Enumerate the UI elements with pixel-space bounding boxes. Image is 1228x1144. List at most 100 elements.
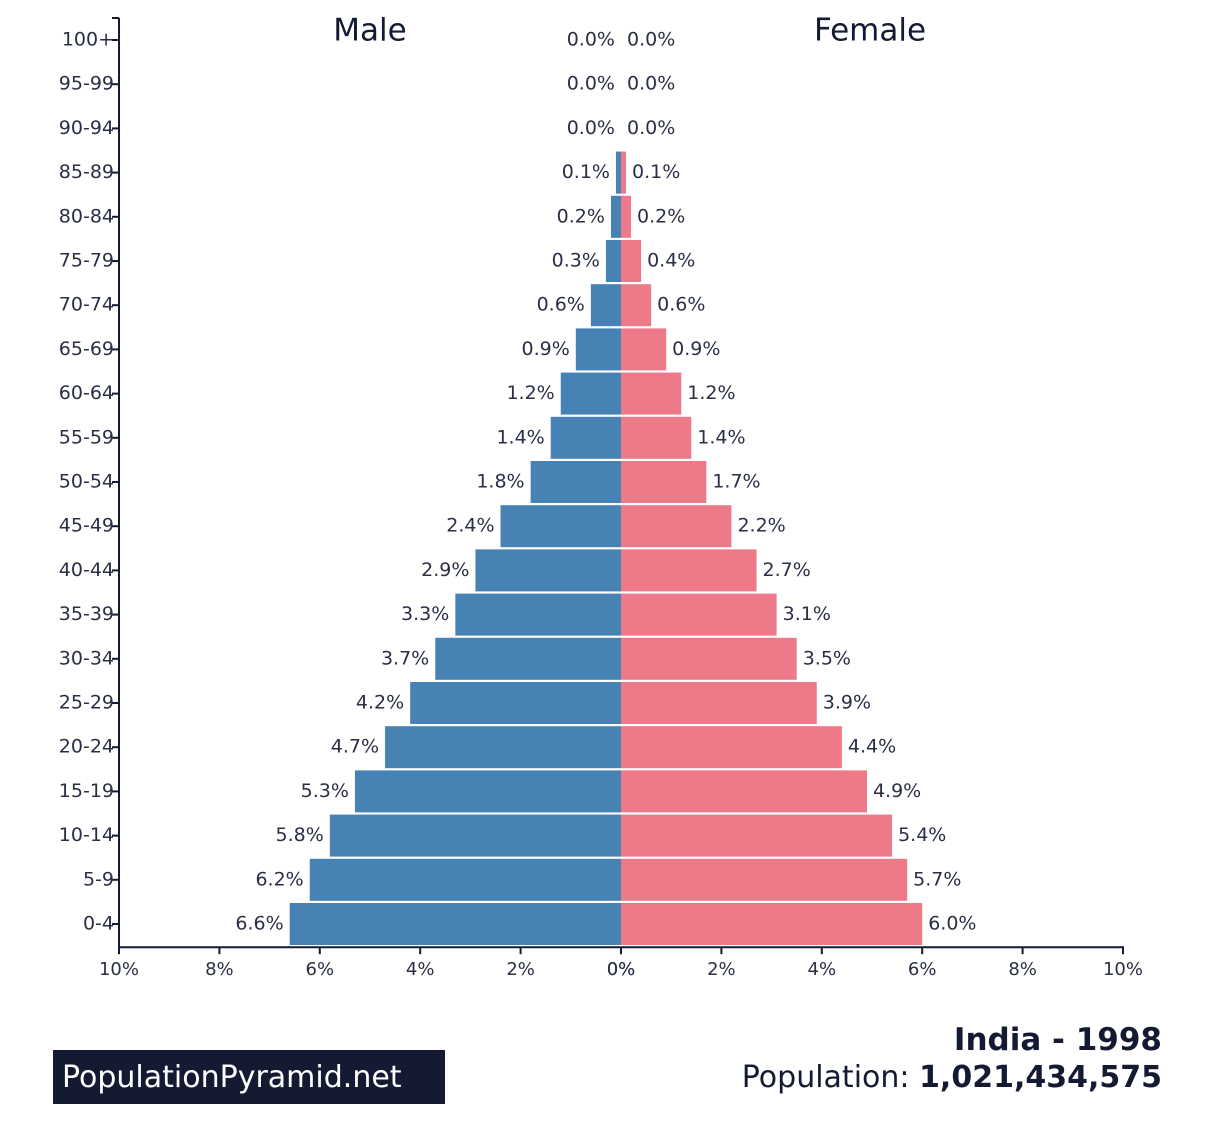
male-value-label: 1.2% — [506, 382, 554, 404]
male-value-label: 0.3% — [552, 250, 600, 272]
female-value-label: 2.2% — [737, 515, 785, 537]
female-value-label: 0.1% — [632, 161, 680, 183]
male-value-label: 2.9% — [421, 559, 469, 581]
male-bar-85-89 — [615, 151, 621, 194]
female-value-label: 5.7% — [913, 868, 961, 890]
male-bar-80-84 — [610, 195, 621, 238]
female-bar-0-4 — [621, 903, 923, 945]
female-value-label: 3.9% — [823, 692, 871, 714]
female-value-label: 2.7% — [763, 559, 811, 581]
female-bar-75-79 — [621, 240, 642, 282]
y-tick-label: 85-89 — [59, 161, 114, 183]
y-tick-label: 30-34 — [59, 647, 114, 669]
female-value-label: 0.9% — [672, 338, 720, 360]
female-bar-70-74 — [621, 284, 652, 327]
male-bar-30-34 — [435, 637, 621, 680]
male-value-label: 0.2% — [557, 205, 605, 227]
male-value-label: 2.4% — [446, 515, 494, 537]
male-value-label: 5.3% — [301, 780, 349, 802]
female-value-label: 0.6% — [657, 294, 705, 316]
x-tick-label: 0% — [607, 959, 636, 980]
male-bar-55-59 — [550, 416, 621, 459]
female-bar-40-44 — [621, 549, 757, 592]
female-value-label: 1.7% — [712, 471, 760, 493]
y-tick-label: 15-19 — [59, 780, 114, 802]
y-tick-label: 35-39 — [59, 603, 114, 625]
female-value-label: 0.4% — [647, 250, 695, 272]
male-heading: Male — [333, 13, 406, 49]
female-bar-35-39 — [621, 593, 777, 636]
male-bar-60-64 — [560, 372, 621, 415]
country-year-title: India - 1998 — [953, 1022, 1162, 1058]
male-value-label: 3.7% — [381, 647, 429, 669]
y-tick-label: 50-54 — [59, 471, 114, 493]
male-value-label: 5.8% — [276, 824, 324, 846]
male-bar-35-39 — [455, 593, 621, 636]
x-tick-label: 2% — [707, 959, 736, 980]
male-value-label: 0.0% — [567, 73, 615, 95]
x-tick-label: 2% — [506, 959, 535, 980]
x-tick-label: 10% — [99, 959, 139, 980]
female-bar-10-14 — [621, 814, 893, 857]
male-value-label: 0.0% — [567, 117, 615, 139]
female-bar-30-34 — [621, 637, 797, 680]
population-label: Population: — [741, 1060, 910, 1095]
male-value-label: 0.9% — [522, 338, 570, 360]
female-bar-45-49 — [621, 505, 732, 548]
male-bar-0-4 — [289, 903, 621, 945]
female-bar-60-64 — [621, 372, 682, 415]
female-value-label: 3.1% — [783, 603, 831, 625]
female-bar-80-84 — [621, 195, 632, 238]
x-tick-label: 4% — [808, 959, 837, 980]
y-tick-label: 25-29 — [59, 692, 114, 714]
male-bar-10-14 — [329, 814, 621, 857]
male-value-label: 4.7% — [331, 736, 379, 758]
female-value-label: 0.0% — [627, 117, 675, 139]
y-tick-label: 60-64 — [59, 382, 114, 404]
site-brand-label: PopulationPyramid.net — [62, 1059, 402, 1095]
y-tick-label: 65-69 — [59, 338, 114, 360]
female-value-label: 5.4% — [898, 824, 946, 846]
population-value: 1,021,434,575 — [919, 1060, 1162, 1095]
male-bar-65-69 — [575, 328, 621, 371]
y-tick-label: 10-14 — [59, 824, 114, 846]
male-value-label: 0.0% — [567, 29, 615, 51]
y-tick-label: 70-74 — [59, 294, 114, 316]
female-value-label: 3.5% — [803, 647, 851, 669]
y-tick-label: 20-24 — [59, 736, 114, 758]
male-bar-70-74 — [590, 284, 621, 327]
male-value-label: 0.1% — [562, 161, 610, 183]
y-tick-label: 90-94 — [59, 117, 114, 139]
female-value-label: 4.4% — [848, 736, 896, 758]
male-bar-25-29 — [410, 682, 621, 724]
female-bar-5-9 — [621, 858, 908, 901]
female-value-label: 1.2% — [687, 382, 735, 404]
y-tick-label: 40-44 — [59, 559, 114, 581]
male-bar-50-54 — [530, 461, 621, 503]
x-tick-label: 6% — [306, 959, 335, 980]
male-value-label: 3.3% — [401, 603, 449, 625]
y-tick-label: 95-99 — [59, 73, 114, 95]
site-brand-badge[interactable]: PopulationPyramid.net — [53, 1050, 445, 1104]
y-tick-label: 80-84 — [59, 205, 114, 227]
y-tick-label: 55-59 — [59, 426, 114, 448]
male-bar-5-9 — [309, 858, 621, 901]
female-value-label: 4.9% — [873, 780, 921, 802]
male-bar-75-79 — [605, 240, 621, 282]
male-value-label: 0.6% — [537, 294, 585, 316]
male-bar-15-19 — [354, 770, 621, 813]
male-value-label: 4.2% — [356, 692, 404, 714]
population-line: Population: 1,021,434,575 — [742, 1060, 1162, 1095]
y-tick-label: 45-49 — [59, 515, 114, 537]
female-bar-15-19 — [621, 770, 867, 813]
male-value-label: 1.4% — [496, 426, 544, 448]
female-bar-25-29 — [621, 682, 817, 724]
male-value-label: 6.2% — [255, 868, 303, 890]
x-tick-label: 8% — [205, 959, 234, 980]
female-bar-55-59 — [621, 416, 692, 459]
x-tick-label: 4% — [406, 959, 435, 980]
female-bar-20-24 — [621, 726, 842, 769]
y-tick-label: 75-79 — [59, 250, 114, 272]
y-tick-label: 0-4 — [83, 913, 114, 935]
female-heading: Female — [814, 13, 926, 49]
